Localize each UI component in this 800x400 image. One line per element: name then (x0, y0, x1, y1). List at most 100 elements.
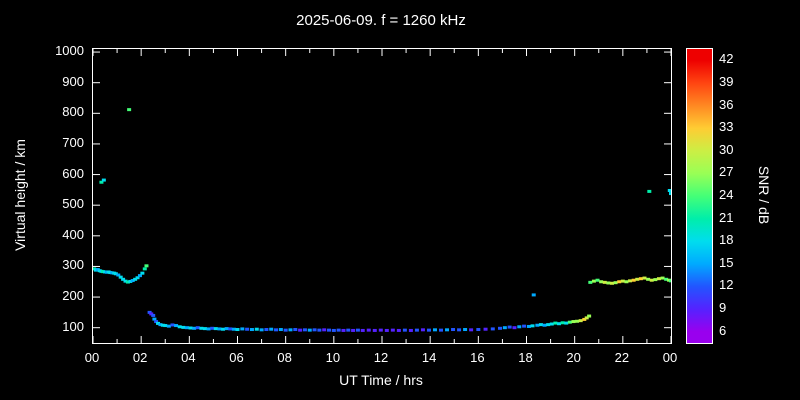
x-tick-label: 00 (662, 350, 678, 365)
data-point (177, 325, 182, 329)
colorbar-tick-label: 12 (719, 277, 734, 293)
data-point (628, 279, 633, 283)
data-point (445, 328, 450, 332)
data-point (366, 328, 371, 332)
x-tick-label: 22 (614, 350, 630, 365)
data-point (127, 108, 132, 112)
data-point (192, 326, 197, 330)
data-point (656, 277, 661, 281)
colorbar-tick-label: 18 (719, 232, 734, 248)
data-point (199, 326, 204, 330)
colorbar-tick-label: 15 (719, 254, 734, 270)
data-point (322, 328, 327, 332)
data-point (317, 328, 322, 332)
data-point (557, 322, 562, 326)
data-point (206, 327, 211, 331)
colorbar-tick-label: 9 (719, 300, 727, 316)
colorbar-tick-label: 42 (719, 51, 734, 67)
colorbar-tick-label: 21 (719, 209, 734, 225)
data-point (312, 328, 317, 332)
scatter-plot (93, 49, 671, 343)
x-tick-label: 10 (325, 350, 341, 365)
data-point (174, 324, 179, 328)
data-point (642, 276, 647, 280)
data-point (549, 322, 554, 326)
data-point (144, 264, 149, 268)
data-point (526, 324, 531, 328)
colorbar-tick-label: 27 (719, 164, 734, 180)
data-point (507, 325, 512, 329)
data-point (624, 280, 629, 284)
data-point (307, 328, 312, 332)
data-point (517, 325, 522, 329)
data-point (582, 317, 587, 321)
data-point (498, 326, 503, 330)
x-tick-label: 18 (518, 350, 533, 365)
data-point (530, 324, 535, 328)
data-point (278, 328, 283, 332)
data-point (635, 277, 640, 281)
y-tick-label: 900 (62, 73, 84, 89)
data-point (288, 328, 293, 332)
data-point (384, 328, 389, 332)
colorbar-label: SNR / dB (756, 165, 772, 225)
data-point (188, 326, 193, 330)
x-tick-label: 02 (132, 350, 148, 365)
data-point (567, 320, 572, 324)
colorbar-tick-label: 6 (719, 322, 727, 338)
data-point (620, 279, 625, 283)
data-point (166, 324, 171, 328)
data-point (152, 317, 157, 321)
data-point (221, 327, 226, 331)
data-point (121, 277, 126, 281)
data-point (231, 327, 236, 331)
data-point (341, 328, 346, 332)
data-point (156, 321, 161, 325)
data-point (538, 323, 543, 327)
data-point (137, 274, 142, 278)
data-point (649, 278, 654, 282)
data-point (571, 320, 576, 324)
chart-title: 2025-06-09. f = 1260 kHz (296, 12, 466, 29)
y-tick-label: 600 (62, 165, 84, 181)
y-tick-label: 300 (62, 257, 84, 273)
data-point (578, 319, 583, 323)
data-point (254, 327, 259, 331)
data-point (660, 276, 665, 280)
data-point (469, 328, 474, 332)
data-point (228, 327, 233, 331)
data-point (667, 188, 671, 192)
data-point (575, 319, 580, 323)
data-point (336, 328, 341, 332)
plot-area (92, 48, 672, 344)
data-point (116, 273, 121, 277)
data-point (259, 328, 264, 332)
data-point (451, 328, 456, 332)
colorbar-tick-label: 39 (719, 73, 734, 89)
data-point (346, 328, 351, 332)
data-point (664, 277, 669, 281)
x-tick-label: 16 (470, 350, 485, 365)
data-point (372, 328, 377, 332)
data-point (546, 323, 551, 327)
data-point (483, 327, 488, 331)
data-point (245, 327, 250, 331)
data-point (535, 323, 540, 327)
data-point (327, 328, 332, 332)
data-point (302, 328, 307, 332)
data-point (414, 328, 419, 332)
data-point (564, 321, 569, 325)
x-tick-label: 04 (181, 350, 196, 365)
data-point (420, 328, 425, 332)
data-point (502, 326, 507, 330)
data-point (602, 280, 607, 284)
data-point (240, 327, 245, 331)
data-point (396, 328, 401, 332)
data-point (133, 277, 138, 281)
data-point (638, 277, 643, 281)
data-point (426, 328, 431, 332)
data-point (170, 323, 175, 327)
data-point (617, 280, 622, 284)
colorbar-tick-label: 33 (719, 119, 734, 135)
y-tick-label: 1000 (55, 43, 84, 59)
